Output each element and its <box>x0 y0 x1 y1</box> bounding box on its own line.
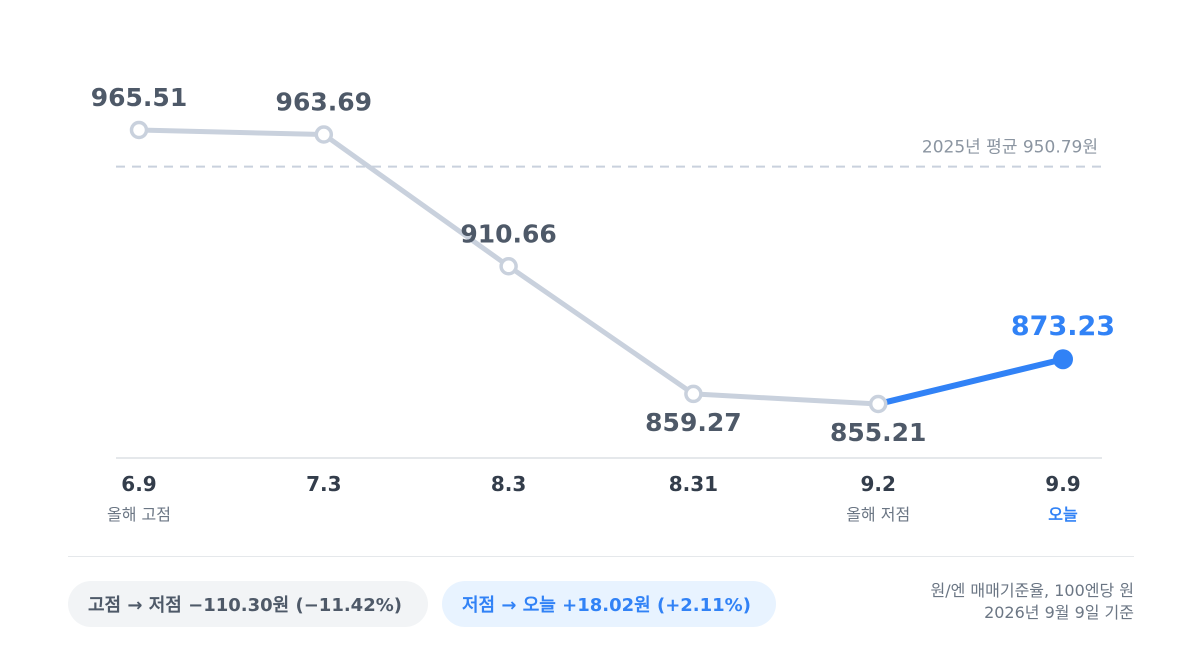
x-sublabel: 올해 저점 <box>846 505 910 524</box>
data-point <box>868 394 888 414</box>
data-point <box>499 257 518 276</box>
value-label: 910.66 <box>460 219 556 248</box>
series-group <box>136 127 1066 407</box>
footnote-unit: 원/엔 매매기준율, 100엔당 원 <box>930 581 1134 600</box>
chart-footnote: 원/엔 매매기준율, 100엔당 원 2026년 9월 9일 기준 <box>931 580 1134 624</box>
x-tick-label: 8.31 <box>669 472 718 496</box>
x-sublabel-today: 오늘 <box>1048 505 1078 524</box>
high-to-low-summary-text: 고점 → 저점 −110.30원 (−11.42%) <box>88 595 402 616</box>
x-tick-label: 7.3 <box>306 472 341 496</box>
high-to-low-summary-badge: 고점 → 저점 −110.30원 (−11.42%) <box>68 581 428 627</box>
value-label: 855.21 <box>830 418 926 447</box>
series-line-latest-segment <box>875 356 1066 407</box>
summary-divider <box>68 556 1134 557</box>
x-tick-label: 9.9 <box>1045 472 1080 496</box>
footnote-date: 2026년 9월 9일 기준 <box>984 603 1134 622</box>
x-sublabel: 올해 고점 <box>107 505 171 524</box>
x-ticks-group: 6.9 올해 고점 7.3 8.3 8.31 9.2 올해 저점 9.9 오늘 <box>107 472 1081 524</box>
average-reference-label: 2025년 평균 950.79원 <box>922 138 1098 158</box>
value-label-today: 873.23 <box>1011 311 1115 342</box>
x-tick-label: 8.3 <box>491 472 526 496</box>
x-tick-label: 6.9 <box>121 472 156 496</box>
data-point-today <box>1053 349 1073 370</box>
points-group <box>129 120 1073 414</box>
x-tick-label: 9.2 <box>860 472 895 496</box>
data-point <box>684 384 703 404</box>
value-label: 965.51 <box>91 83 187 112</box>
low-to-today-summary-badge: 저점 → 오늘 +18.02원 (+2.11%) <box>442 581 776 627</box>
value-label: 963.69 <box>276 88 372 117</box>
value-label: 859.27 <box>645 408 741 437</box>
data-point <box>129 120 149 140</box>
data-point <box>314 125 334 144</box>
value-labels-group: 965.51 963.69 910.66 859.27 855.21 873.23 <box>91 83 1115 447</box>
low-to-today-summary-text: 저점 → 오늘 +18.02원 (+2.11%) <box>462 595 751 616</box>
